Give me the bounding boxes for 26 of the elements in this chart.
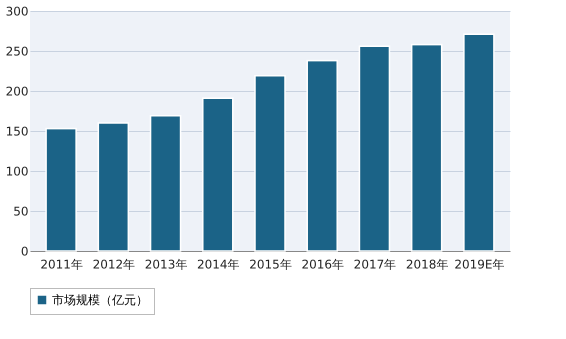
x-tick-label: 2015年 [249, 258, 292, 272]
legend-label: 市场规模（亿元） [52, 293, 148, 307]
x-tick-label: 2014年 [197, 258, 240, 272]
x-tick-label: 2013年 [144, 258, 188, 272]
bar [463, 33, 495, 252]
x-tick-label: 2011年 [40, 258, 83, 272]
y-tick-label: 250 [6, 44, 28, 58]
bar [98, 122, 130, 252]
y-tick-label: 0 [20, 244, 28, 258]
x-tick-label: 2012年 [92, 258, 136, 272]
bar [410, 44, 442, 252]
y-tick-label: 50 [13, 204, 28, 218]
x-tick-label: 2017年 [354, 258, 396, 272]
x-tick-label: 2016年 [301, 258, 344, 272]
y-tick-label: 300 [6, 4, 28, 18]
x-tick-label: 2018年 [406, 258, 448, 272]
bar [45, 128, 77, 252]
x-tick-label: 2019E年 [454, 258, 504, 272]
bar [202, 97, 234, 252]
bar [306, 60, 338, 252]
y-tick-label: 200 [6, 84, 28, 98]
y-tick-label: 100 [6, 164, 28, 178]
y-tick-label: 150 [6, 124, 28, 138]
bar [254, 75, 286, 252]
bar [150, 115, 182, 252]
bar [358, 45, 390, 252]
